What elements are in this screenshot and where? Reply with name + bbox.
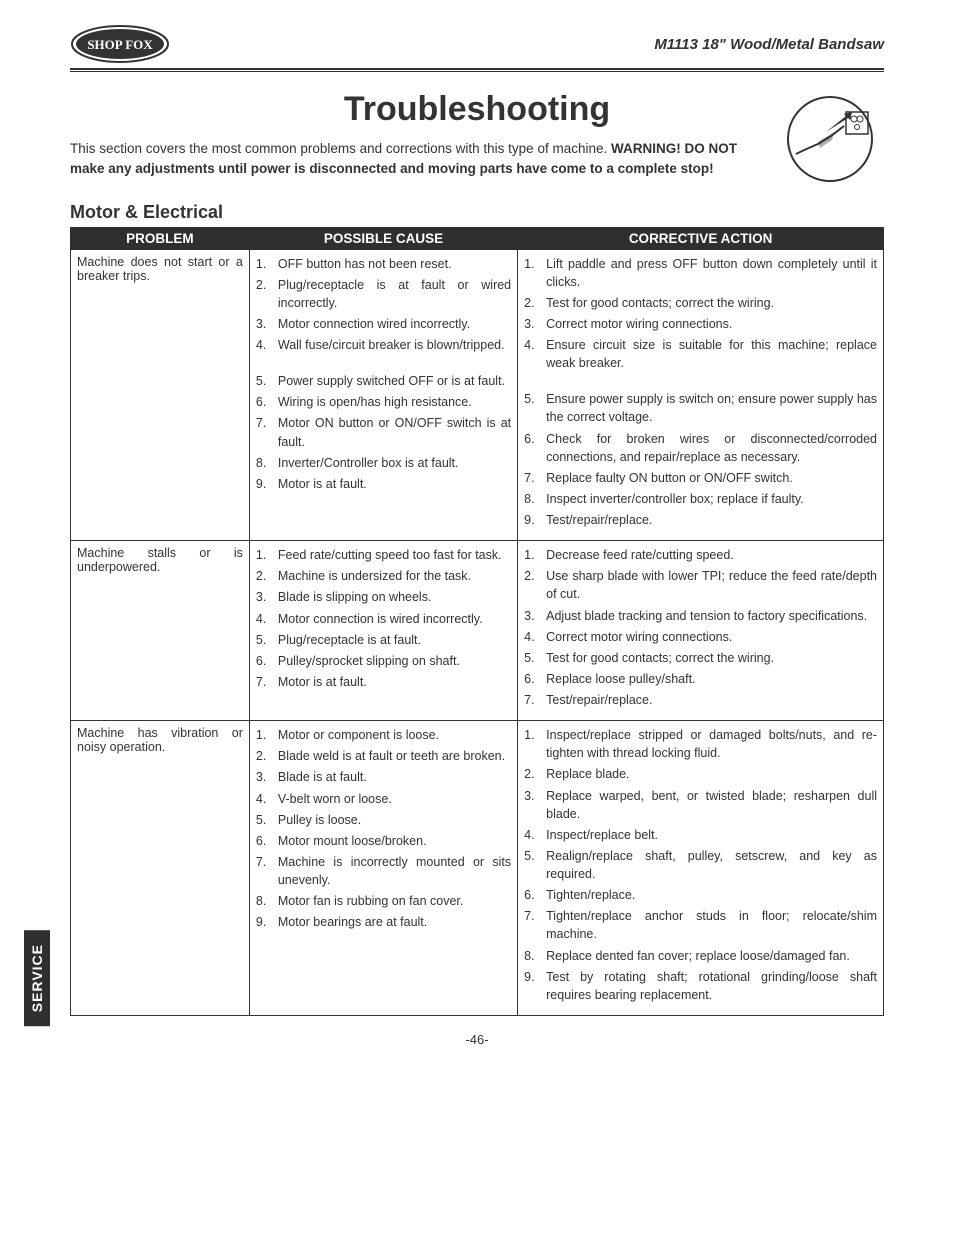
header-cause: POSSIBLE CAUSE: [249, 227, 517, 249]
list-item: Blade is at fault.: [256, 768, 511, 786]
list-item: Motor ON button or ON/OFF switch is at f…: [256, 414, 511, 450]
list-item: Inspect inverter/controller box; replace…: [524, 490, 877, 508]
header-problem: PROBLEM: [71, 227, 250, 249]
list-item: Pulley is loose.: [256, 811, 511, 829]
cell-action: Inspect/replace stripped or damaged bolt…: [518, 721, 884, 1016]
list-item: Machine is incorrectly mounted or sits u…: [256, 853, 511, 889]
brand-logo: SHOP FOX: [70, 24, 170, 64]
list-item: Test/repair/replace.: [524, 511, 877, 529]
list-item: Test for good contacts; correct the wiri…: [524, 294, 877, 312]
cell-problem: Machine has vibration or noisy operation…: [71, 721, 250, 1016]
cell-action: Decrease feed rate/cutting speed. Use sha…: [518, 541, 884, 721]
list-item: Feed rate/cutting speed too fast for tas…: [256, 546, 511, 564]
list-item: Motor is at fault.: [256, 475, 511, 493]
list-item: Blade weld is at fault or teeth are brok…: [256, 747, 511, 765]
list-item: Inspect/replace belt.: [524, 826, 877, 844]
list-item: Test for good contacts; correct the wiri…: [524, 649, 877, 667]
list-item: Motor bearings are at fault.: [256, 913, 511, 931]
list-item: Inverter/Controller box is at fault.: [256, 454, 511, 472]
list-item: Tighten/replace.: [524, 886, 877, 904]
page-header: SHOP FOX M1113 18" Wood/Metal Bandsaw: [70, 24, 884, 64]
title-row: Troubleshooting: [70, 90, 884, 129]
list-item: Lift paddle and press OFF button down co…: [524, 255, 877, 291]
list-item: Inspect/replace stripped or damaged bolt…: [524, 726, 877, 762]
list-item: Replace blade.: [524, 765, 877, 783]
cell-cause: Feed rate/cutting speed too fast for tas…: [249, 541, 517, 721]
list-item: Motor connection is wired incorrectly.: [256, 610, 511, 628]
list-item: Machine is undersized for the task.: [256, 567, 511, 585]
list-item: Test by rotating shaft; rotational grind…: [524, 968, 877, 1004]
list-item: Motor or component is loose.: [256, 726, 511, 744]
list-item: Replace dented fan cover; replace loose/…: [524, 947, 877, 965]
list-item: Realign/replace shaft, pulley, setscrew,…: [524, 847, 877, 883]
list-item: Replace faulty ON button or ON/OFF switc…: [524, 469, 877, 487]
list-item: V-belt worn or loose.: [256, 790, 511, 808]
warning-plug-icon: [776, 94, 884, 184]
page-title: Troubleshooting: [70, 90, 884, 129]
product-title: M1113 18" Wood/Metal Bandsaw: [654, 36, 884, 53]
table-row: Machine stalls or is underpowered. Feed r…: [71, 541, 884, 721]
side-tab-service: SERVICE: [24, 930, 50, 1026]
list-item: Tighten/replace anchor studs in floor; r…: [524, 907, 877, 943]
table-header-row: PROBLEM POSSIBLE CAUSE CORRECTIVE ACTION: [71, 227, 884, 249]
list-item: Use sharp blade with lower TPI; reduce t…: [524, 567, 877, 603]
list-item: Replace warped, bent, or twisted blade; …: [524, 787, 877, 823]
page-number: -46-: [70, 1032, 884, 1047]
list-item: Motor fan is rubbing on fan cover.: [256, 892, 511, 910]
list-item: Correct motor wiring connections.: [524, 315, 877, 333]
list-item: Correct motor wiring connections.: [524, 628, 877, 646]
list-item: Decrease feed rate/cutting speed.: [524, 546, 877, 564]
list-item: Plug/receptacle is at fault.: [256, 631, 511, 649]
table-row: Machine does not start or a breaker trip…: [71, 249, 884, 541]
svg-text:SHOP FOX: SHOP FOX: [87, 37, 153, 52]
list-item: Blade is slipping on wheels.: [256, 588, 511, 606]
list-item: Check for broken wires or disconnected/c…: [524, 430, 877, 466]
list-item: Replace loose pulley/shaft.: [524, 670, 877, 688]
list-item: OFF button has not been reset.: [256, 255, 511, 273]
section-heading: Motor & Electrical: [70, 202, 884, 223]
list-item: Motor connection wired incorrectly.: [256, 315, 511, 333]
list-item: Ensure power supply is switch on; ensure…: [524, 390, 877, 426]
list-item: Motor is at fault.: [256, 673, 511, 691]
troubleshooting-table: PROBLEM POSSIBLE CAUSE CORRECTIVE ACTION…: [70, 227, 884, 1016]
list-item: Plug/receptacle is at fault or wired inc…: [256, 276, 511, 312]
header-action: CORRECTIVE ACTION: [518, 227, 884, 249]
list-item: Motor mount loose/broken.: [256, 832, 511, 850]
table-row: Machine has vibration or noisy operation…: [71, 721, 884, 1016]
list-item: Wiring is open/has high resistance.: [256, 393, 511, 411]
list-item: Test/repair/replace.: [524, 691, 877, 709]
cell-problem: Machine does not start or a breaker trip…: [71, 249, 250, 541]
intro-paragraph: This section covers the most common prob…: [70, 139, 884, 180]
list-item: Wall fuse/circuit breaker is blown/tripp…: [256, 336, 511, 354]
list-item: Adjust blade tracking and tension to fac…: [524, 607, 877, 625]
cell-action: Lift paddle and press OFF button down co…: [518, 249, 884, 541]
cell-cause: OFF button has not been reset. Plug/recep…: [249, 249, 517, 541]
cell-problem: Machine stalls or is underpowered.: [71, 541, 250, 721]
intro-plain: This section covers the most common prob…: [70, 141, 611, 156]
list-item: Pulley/sprocket slipping on shaft.: [256, 652, 511, 670]
list-item: Power supply switched OFF or is at fault…: [256, 372, 511, 390]
cell-cause: Motor or component is loose. Blade weld i…: [249, 721, 517, 1016]
list-item: Ensure circuit size is suitable for this…: [524, 336, 877, 372]
header-divider: [70, 68, 884, 72]
